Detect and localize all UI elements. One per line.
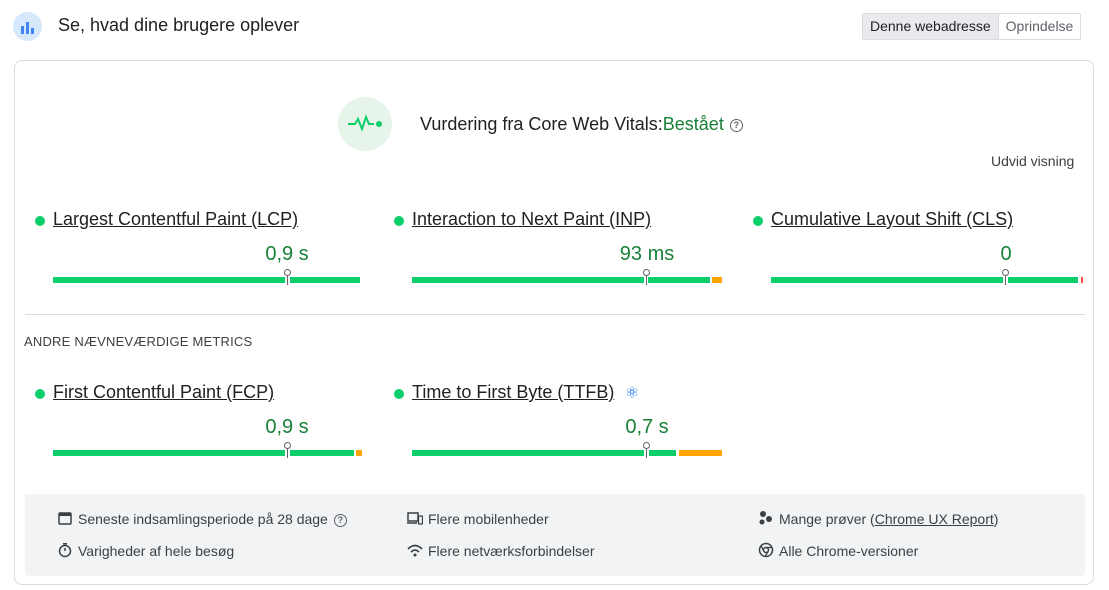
metric-inp: Interaction to Next Paint (INP) 93 ms: [394, 204, 722, 285]
chrome-ux-report-link[interactable]: Chrome UX Report: [874, 511, 994, 527]
needs-improvement-segment: [712, 277, 722, 283]
info-collection-period-text: Seneste indsamlingsperiode på 28 dage: [78, 511, 328, 527]
cwv-status: Bestået: [662, 114, 724, 134]
wifi-icon: [407, 542, 423, 558]
status-dot-icon: [394, 389, 404, 399]
percentile-marker-icon: [643, 269, 650, 285]
metric-lcp-distribution-bar: [53, 277, 360, 283]
good-segment: [53, 277, 285, 283]
metric-cls-name[interactable]: Cumulative Layout Shift (CLS): [771, 209, 1014, 229]
calendar-icon: [57, 510, 73, 526]
status-dot-icon: [35, 389, 45, 399]
good-segment: [648, 277, 710, 283]
metric-inp-name[interactable]: Interaction to Next Paint (INP): [412, 209, 652, 229]
metric-cls: Cumulative Layout Shift (CLS) 0: [753, 204, 1083, 285]
metric-lcp: Largest Contentful Paint (LCP) 0,9 s: [35, 204, 360, 285]
devices-icon: [407, 510, 424, 526]
experimental-flask-icon: ⚛: [625, 385, 640, 402]
metric-ttfb-name[interactable]: Time to First Byte (TTFB): [412, 382, 615, 402]
percentile-marker-icon: [643, 442, 650, 458]
metric-fcp: First Contentful Paint (FCP) 0,9 s: [35, 377, 362, 458]
status-dot-icon: [35, 216, 45, 226]
metric-lcp-name[interactable]: Largest Contentful Paint (LCP): [53, 209, 299, 229]
metric-inp-value: 93 ms: [619, 243, 675, 265]
info-collection-period: Seneste indsamlingsperiode på 28 dage?: [57, 511, 347, 528]
info-samples-suffix: ): [993, 511, 999, 527]
divider: [25, 314, 1085, 315]
poor-segment: [1081, 277, 1083, 283]
metric-lcp-value: 0,9 s: [265, 243, 309, 265]
metric-fcp-value: 0,9 s: [265, 416, 309, 438]
metric-inp-distribution-bar: [412, 277, 722, 283]
percentile-marker-icon: [284, 442, 291, 458]
samples-icon: [758, 510, 774, 526]
pulse-icon: [338, 97, 392, 151]
metric-ttfb-value: 0,7 s: [625, 416, 669, 438]
timer-icon: [57, 542, 73, 558]
percentile-marker-icon: [284, 269, 291, 285]
needs-improvement-segment: [356, 450, 362, 456]
good-segment: [53, 450, 285, 456]
needs-improvement-segment: [679, 450, 722, 456]
percentile-marker-icon: [1002, 269, 1009, 285]
cwv-assessment-title: Vurdering fra Core Web Vitals:Bestået?: [420, 114, 743, 135]
good-segment: [290, 450, 354, 456]
scope-toggle[interactable]: Denne webadresse Oprindelse: [862, 13, 1082, 40]
expand-view-link[interactable]: Udvid visning: [991, 153, 1075, 169]
this-url-option[interactable]: Denne webadresse: [863, 14, 999, 39]
info-samples-text: Mange prøver (: [779, 511, 875, 527]
info-samples: Mange prøver (Chrome UX Report): [758, 511, 998, 528]
cwv-assessment-label: Vurdering fra Core Web Vitals:: [420, 114, 663, 134]
info-network-text: Flere netværksforbindelser: [428, 543, 595, 559]
status-dot-icon: [394, 216, 404, 226]
section-header: Se, hvad dine brugere oplever Denne weba…: [0, 0, 1109, 52]
section-title: Se, hvad dine brugere oplever: [58, 15, 300, 35]
info-chrome-versions-text: Alle Chrome-versioner: [779, 543, 919, 559]
metric-fcp-distribution-bar: [53, 450, 362, 456]
chrome-icon: [758, 542, 774, 558]
good-segment: [412, 450, 644, 456]
info-devices-text: Flere mobilenheder: [428, 511, 549, 527]
origin-option[interactable]: Oprindelse: [998, 14, 1081, 39]
metric-cls-value: 0: [1000, 243, 1012, 265]
metric-fcp-name[interactable]: First Contentful Paint (FCP): [53, 382, 275, 402]
help-icon[interactable]: ?: [729, 118, 743, 132]
help-icon[interactable]: ?: [333, 513, 347, 527]
good-segment: [412, 277, 644, 283]
crux-logo-icon: [13, 12, 42, 41]
info-visit-durations-text: Varigheder af hele besøg: [78, 543, 235, 559]
other-metrics-heading: ANDRE NÆVNEVÆRDIGE METRICS: [24, 334, 253, 349]
info-devices: Flere mobilenheder: [407, 511, 549, 528]
good-segment: [290, 277, 360, 283]
info-visit-durations: Varigheder af hele besøg: [57, 543, 234, 560]
metric-cls-distribution-bar: [771, 277, 1083, 283]
collection-info-panel: Seneste indsamlingsperiode på 28 dage? V…: [25, 494, 1085, 576]
field-data-card: Vurdering fra Core Web Vitals:Bestået? U…: [14, 60, 1094, 585]
status-dot-icon: [753, 216, 763, 226]
good-segment: [649, 450, 676, 456]
good-segment: [1008, 277, 1078, 283]
info-chrome-versions: Alle Chrome-versioner: [758, 543, 918, 560]
metric-ttfb: Time to First Byte (TTFB) ⚛ 0,7 s: [394, 377, 722, 458]
metric-ttfb-distribution-bar: [412, 450, 722, 456]
good-segment: [771, 277, 1003, 283]
info-network: Flere netværksforbindelser: [407, 543, 595, 560]
